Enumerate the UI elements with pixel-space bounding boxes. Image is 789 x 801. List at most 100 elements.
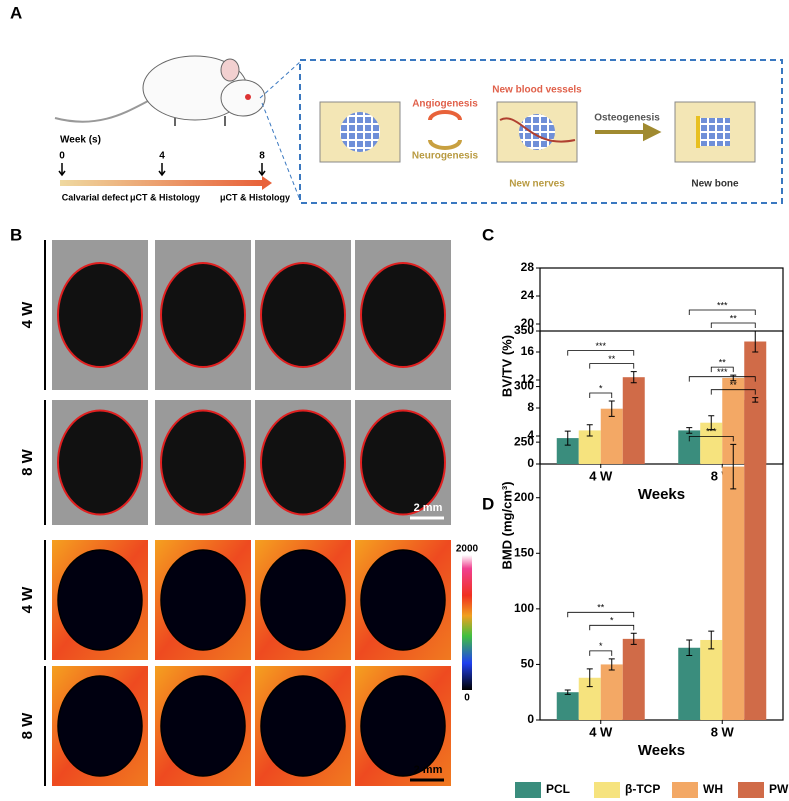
significance-label: *** (595, 341, 606, 351)
bar (722, 466, 745, 720)
bar (700, 639, 723, 720)
error-bar (564, 689, 571, 695)
error-bar (686, 639, 693, 657)
x-axis-label: Weeks (638, 742, 685, 759)
row-label: 8 W (19, 712, 36, 740)
row-label: 4 W (19, 586, 36, 614)
bar (622, 638, 645, 720)
significance-bracket (688, 376, 756, 382)
y-axis-label: BV/TV (%) (499, 335, 514, 397)
significance-bracket (688, 435, 734, 442)
defect (160, 262, 246, 368)
significance-label: * (610, 616, 614, 626)
significance-bracket (589, 624, 635, 631)
defect (57, 675, 143, 777)
bar (600, 408, 623, 464)
plot-frame (539, 330, 784, 721)
significance-label: *** (717, 300, 728, 310)
bar (678, 647, 701, 720)
significance-bracket (710, 366, 734, 373)
error-bar (752, 397, 759, 403)
week-tick: 4 (159, 151, 165, 162)
legend-swatch (594, 782, 620, 798)
panel-letter: C (482, 225, 494, 244)
colorbar-min: 0 (464, 693, 470, 704)
significance-bracket (567, 611, 635, 618)
error-bar (630, 632, 637, 645)
bar (578, 430, 601, 464)
significance-label: *** (717, 367, 728, 377)
defect (260, 409, 346, 516)
week-arrow (158, 163, 166, 177)
stage-label: μCT & Histology (130, 192, 200, 202)
inset-box (299, 59, 783, 204)
legend-swatch (515, 782, 541, 798)
timeline (60, 180, 262, 186)
mouse (54, 55, 266, 126)
defect (360, 549, 446, 651)
y-tick-label: 100 (514, 601, 534, 615)
bar (744, 399, 767, 720)
significance-label: ** (719, 357, 727, 367)
error-bar (586, 424, 593, 437)
y-tick-label: 24 (521, 288, 535, 302)
y-tick-label: 200 (514, 490, 534, 504)
legend-swatch (672, 782, 698, 798)
y-tick-label: 28 (521, 260, 535, 274)
significance-bracket (589, 650, 613, 656)
new-blood-vessels-label: New blood vessels (492, 85, 582, 96)
week-tick: 0 (59, 151, 65, 162)
x-axis-label: Weeks (638, 486, 685, 503)
y-axis-label: BMD (mg/cm³) (499, 481, 514, 569)
inset-scheme (319, 101, 756, 163)
y-tick-label: 150 (514, 545, 534, 559)
osteogenesis-label: Osteogenesis (594, 113, 660, 124)
bar (700, 422, 723, 464)
x-tick-label: 8 W (711, 724, 735, 739)
error-bar (708, 630, 715, 650)
error-bar (608, 658, 615, 671)
new-nerves-label: New nerves (509, 179, 565, 190)
significance-label: ** (730, 380, 738, 390)
y-tick-label: 250 (514, 434, 534, 448)
legend-label: PCL (546, 782, 570, 796)
bar (556, 692, 579, 720)
defect (160, 409, 246, 516)
panel-letter: B (10, 225, 22, 244)
significance-bracket (567, 350, 635, 356)
week-tick: 8 (259, 151, 265, 162)
y-tick-label: 0 (527, 712, 534, 726)
scale-bar-label: 2 mm (414, 502, 443, 514)
zoom-lines (259, 61, 301, 201)
week-arrow (58, 163, 66, 177)
error-bar (630, 371, 637, 384)
stage-label: μCT & Histology (220, 192, 290, 202)
defect (360, 409, 446, 516)
defect (57, 549, 143, 651)
defect (260, 675, 346, 777)
significance-bracket (589, 392, 613, 398)
significance-label: * (599, 383, 603, 393)
panel-letter: A (10, 3, 22, 22)
legend-label: WH (703, 782, 723, 796)
defect (57, 262, 143, 368)
bar (600, 664, 623, 720)
error-bar (708, 415, 715, 431)
significance-bracket (589, 363, 635, 369)
panel-letter: D (482, 494, 494, 513)
y-tick-label: 12 (521, 372, 535, 386)
defect (260, 262, 346, 368)
error-bar (730, 443, 737, 490)
scale-bar-label: 2 mm (414, 764, 443, 776)
significance-label: ** (730, 313, 738, 323)
y-tick-label: 300 (514, 379, 534, 393)
legend-label: PWH (769, 782, 789, 796)
bar (556, 438, 579, 464)
significance-label: * (599, 641, 603, 651)
error-bar (608, 400, 615, 417)
bar (578, 677, 601, 720)
error-bar (586, 668, 593, 688)
bar (678, 430, 701, 464)
y-tick-label: 50 (521, 657, 535, 671)
